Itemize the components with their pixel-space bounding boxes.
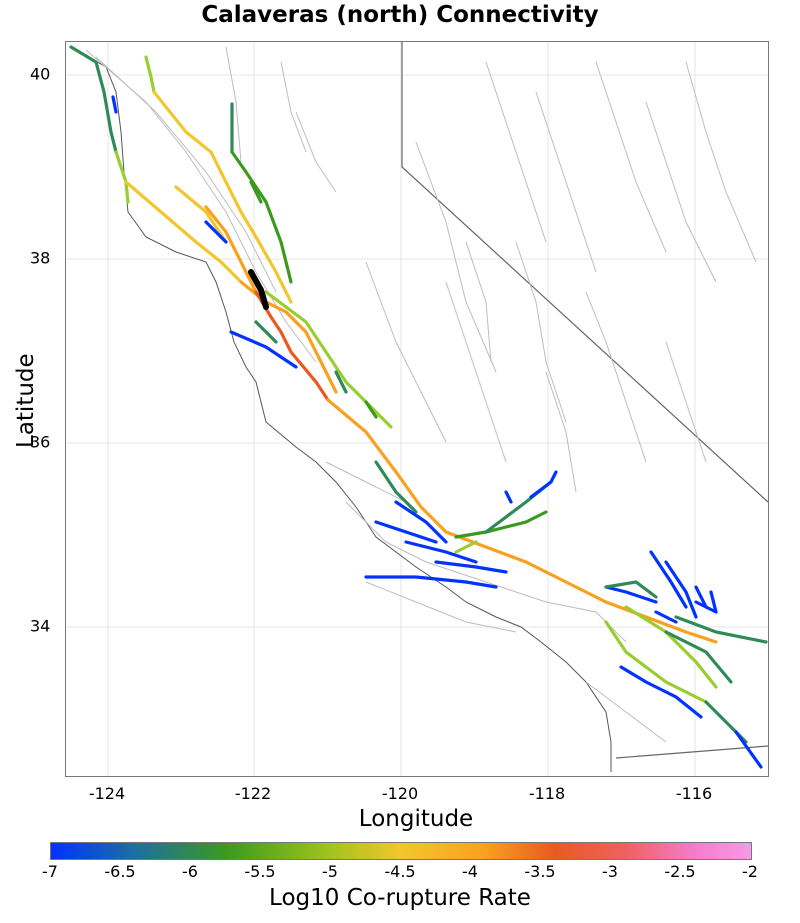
fault-trace: [394, 500, 448, 544]
selected-fault-calaveras-north: [248, 269, 269, 310]
colorbar-label: Log10 Co-rupture Rate: [269, 885, 531, 911]
fault-trace: [152, 90, 293, 304]
fault-trace: [529, 470, 558, 499]
colorbar-tick: -2: [742, 862, 758, 881]
fault-trace: [434, 560, 508, 574]
state-border: [401, 42, 768, 503]
fault-trace: [326, 398, 718, 644]
fault-trace: [624, 605, 718, 689]
fault-trace: [334, 370, 348, 394]
map-title: Calaveras (north) Connectivity: [201, 2, 599, 28]
fault-trace: [111, 95, 118, 114]
colorbar-tick: -5: [322, 862, 338, 881]
fault-trace: [230, 150, 293, 284]
fault-trace: [229, 330, 298, 369]
fault-trace: [404, 540, 478, 564]
colorbar-tick: -3.5: [524, 862, 556, 881]
fault-trace: [454, 510, 548, 539]
fault-trace: [604, 620, 708, 704]
fault-trace: [619, 665, 703, 719]
fault-trace: [69, 45, 118, 154]
fault-trace: [204, 220, 228, 244]
fault-trace: [249, 180, 263, 204]
fault-trace: [374, 460, 418, 514]
fault-trace: [674, 615, 768, 644]
colorbar-tick: -6: [182, 862, 198, 881]
y-tick-label: 38: [30, 248, 51, 268]
fault-trace: [114, 150, 130, 204]
fault-trace: [204, 205, 258, 294]
fault-trace: [254, 320, 278, 344]
map-plot-area[interactable]: [65, 41, 769, 777]
x-tick-label: -124: [88, 784, 126, 803]
colorbar: [50, 842, 752, 860]
fault-map-svg: [66, 42, 768, 776]
mexico-border: [615, 745, 768, 759]
fault-trace: [454, 540, 478, 554]
fault-trace: [604, 580, 658, 599]
fault-trace: [374, 520, 438, 544]
fault-trace: [734, 730, 763, 769]
x-tick-label: -118: [528, 784, 566, 803]
fault-trace: [174, 185, 228, 244]
fault-trace: [649, 550, 688, 609]
fault-trace: [364, 400, 378, 419]
fault-trace: [124, 180, 243, 284]
x-tick-label: -120: [381, 784, 419, 803]
y-tick-label: 34: [30, 616, 51, 636]
fault-trace: [654, 610, 678, 624]
coastline: [70, 46, 612, 772]
y-tick-label: 40: [30, 64, 51, 84]
fault-trace: [144, 55, 156, 94]
colorbar-tick: -7: [42, 862, 58, 881]
fault-trace: [364, 575, 498, 589]
colorbar-tick: -4: [462, 862, 478, 881]
colorbar-tick: -2.5: [664, 862, 696, 881]
x-tick-label: -116: [675, 784, 713, 803]
fault-trace: [694, 585, 708, 609]
fault-trace: [504, 490, 513, 504]
fault-trace: [604, 585, 658, 604]
x-tick-label: -122: [234, 784, 272, 803]
fault-trace: [664, 630, 733, 684]
colorbar-tick: -4.5: [384, 862, 416, 881]
colorbar-tick: -5.5: [244, 862, 276, 881]
colorbar-tick: -6.5: [104, 862, 136, 881]
y-tick-label: 36: [30, 432, 51, 452]
x-axis-label: Longitude: [358, 806, 474, 832]
fault-trace: [254, 290, 330, 402]
fault-trace: [664, 560, 698, 619]
fault-trace: [709, 590, 718, 614]
colorbar-tick: -3: [602, 862, 618, 881]
